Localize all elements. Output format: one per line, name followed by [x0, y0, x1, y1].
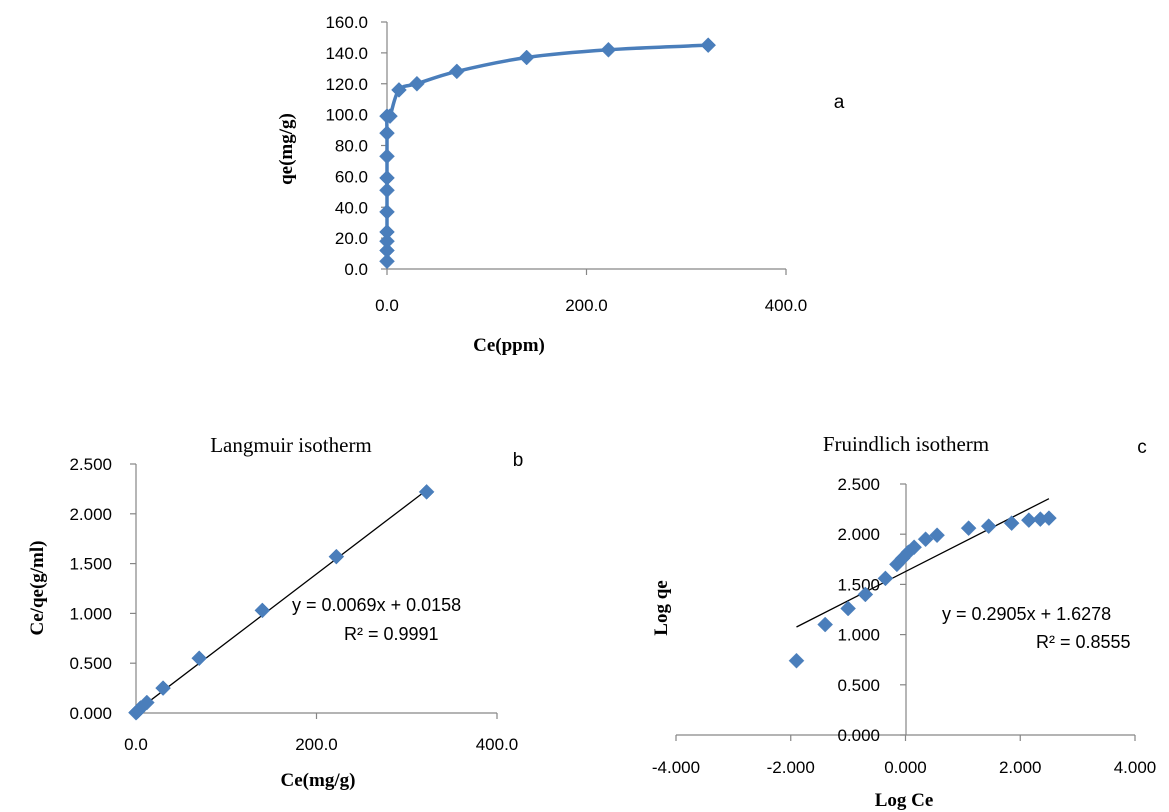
x-tick-label: 0.000: [884, 758, 927, 777]
y-tick-label: 80.0: [335, 137, 368, 156]
y-tick-label: 120.0: [325, 75, 368, 94]
y-tick-label: 20.0: [335, 229, 368, 248]
y-tick-label: 0.000: [837, 726, 880, 745]
x-tick-label: 4.000: [1114, 758, 1157, 777]
x-tick-label: -4.000: [652, 758, 700, 777]
panel-label: b: [513, 450, 524, 471]
x-tick-label: -2.000: [767, 758, 815, 777]
trendline: [796, 498, 1050, 628]
chart-a-qe-vs-ce: 0.0 200.0 400.0 0.0 20.0 40.0 60.0 80.0 100.0 120…: [276, 13, 845, 356]
data-point: [448, 63, 465, 80]
data-point: [138, 694, 155, 711]
data-point: [379, 182, 395, 199]
y-tick-label: 40.0: [335, 198, 368, 217]
x-tick-label: 200.0: [565, 296, 608, 315]
data-point: [379, 253, 395, 270]
data-point: [906, 539, 922, 556]
y-tick-label: 1.000: [837, 626, 880, 645]
x-tick-label: 200.0: [295, 735, 338, 754]
y-tick-label: 2.000: [837, 525, 880, 544]
x-axis-title: Ce(mg/g): [281, 770, 356, 791]
y-tick-label: 60.0: [335, 167, 368, 186]
y-tick-label: 1.500: [837, 575, 880, 594]
y-tick-label: 0.000: [69, 704, 112, 723]
data-point: [379, 204, 395, 220]
data-point: [379, 125, 395, 142]
y-tick-label: 1.500: [69, 555, 112, 574]
data-point: [917, 531, 934, 548]
data-point: [254, 602, 271, 619]
r-squared-label: R² = 0.8555: [1036, 632, 1131, 652]
data-point: [1041, 510, 1057, 526]
chart-title: Fruindlich isotherm: [823, 432, 989, 456]
data-point: [1021, 512, 1037, 528]
data-point: [929, 527, 945, 544]
r-squared-label: R² = 0.9991: [344, 624, 439, 644]
x-tick-label: 400.0: [476, 735, 519, 754]
y-tick-label: 0.500: [69, 654, 112, 673]
data-point: [1003, 515, 1020, 532]
x-axis-title: Log Ce: [875, 790, 934, 811]
chart-c-fruindlich-isotherm: -4.000 -2.000 0.000 2.000 4.000 0.000 0.500 1.0…: [651, 432, 1156, 811]
y-tick-label: 1.000: [69, 604, 112, 623]
trendline: [135, 489, 427, 712]
y-tick-label: 100.0: [325, 106, 368, 125]
data-point: [857, 586, 874, 603]
y-tick-label: 140.0: [325, 44, 368, 63]
trendline-equation: y = 0.0069x + 0.0158: [292, 595, 461, 615]
chart-b-langmuir-isotherm: 0.0 200.0 400.0 0.000 0.500 1.000 1.500 2.000 2.…: [27, 433, 523, 791]
y-tick-label: 2.500: [69, 455, 112, 474]
chart-title: Langmuir isotherm: [210, 433, 372, 457]
y-axis-title: qe(mg/g): [276, 113, 297, 185]
data-point: [788, 652, 805, 669]
y-tick-label: 0.0: [344, 260, 368, 279]
x-tick-label: 0.0: [124, 735, 148, 754]
trendline-equation: y = 0.2905x + 1.6278: [942, 604, 1111, 624]
data-point: [600, 41, 617, 58]
data-point: [700, 37, 717, 54]
x-tick-label: 0.0: [375, 296, 399, 315]
data-point: [418, 484, 435, 500]
data-point: [191, 650, 208, 667]
data-point: [379, 148, 395, 165]
x-tick-label: 2.000: [999, 758, 1042, 777]
data-point: [960, 520, 977, 537]
y-tick-label: 0.500: [837, 676, 880, 695]
panel-label: c: [1137, 437, 1147, 458]
y-axis-title: Log qe: [651, 580, 672, 635]
data-point: [328, 548, 345, 565]
y-tick-label: 2.000: [69, 505, 112, 524]
x-axis-title: Ce(ppm): [473, 335, 545, 356]
data-point: [877, 570, 894, 587]
data-point: [518, 49, 535, 66]
data-point: [155, 680, 171, 696]
panel-label: a: [834, 92, 845, 113]
y-tick-label: 160.0: [325, 13, 368, 32]
data-point: [817, 616, 834, 633]
series-line: [385, 43, 709, 262]
data-point: [379, 233, 395, 250]
data-point: [391, 82, 407, 98]
data-point: [980, 518, 997, 535]
data-point: [379, 170, 395, 186]
data-point: [409, 75, 425, 92]
data-point: [379, 224, 395, 240]
y-tick-label: 2.500: [837, 475, 880, 494]
y-axis-title: Ce/qe(g/ml): [27, 541, 48, 636]
x-tick-label: 400.0: [765, 296, 808, 315]
data-point: [382, 108, 398, 125]
data-point: [379, 242, 395, 259]
data-point: [840, 600, 856, 617]
